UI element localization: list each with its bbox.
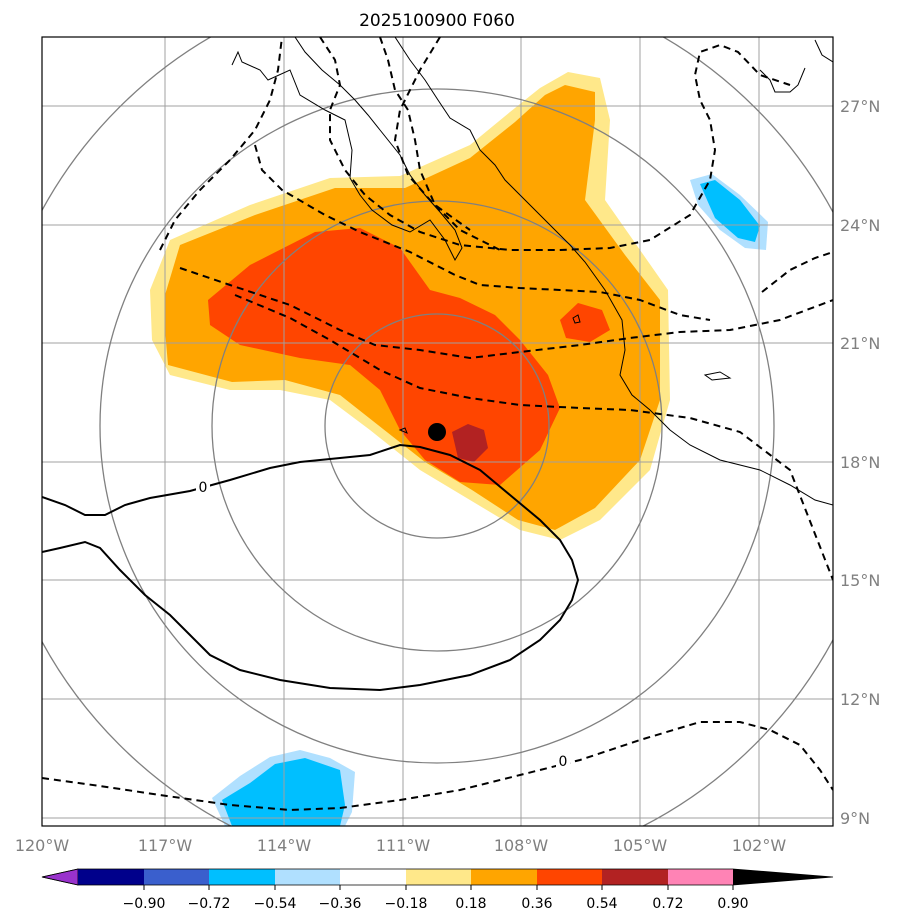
colorbar-tick-4: −0.36: [319, 896, 362, 912]
contour-label-zero-north: 0: [199, 480, 208, 496]
colorbar-tick-3: −0.54: [254, 896, 297, 912]
shade-positive-072: [452, 424, 488, 462]
colorbar-bin-10: [668, 869, 733, 885]
colorbar-bin-8: [537, 869, 602, 885]
colorbar-bin-3: [209, 869, 275, 885]
negative-contours: [42, 37, 833, 812]
coastline: [231, 37, 833, 506]
figure-title: 2025100900 F060: [359, 11, 515, 31]
contour-label-zero-south: 0: [559, 754, 568, 770]
lat-label-15: 15°N: [840, 571, 880, 590]
map-frame: [41, 36, 834, 827]
lon-label-117: 117°W: [138, 836, 193, 855]
lon-label-108: 108°W: [494, 836, 549, 855]
colorbar-tick-6: 0.18: [455, 896, 486, 912]
range-rings: [42, 37, 833, 826]
colorbar-tick-2: −0.72: [188, 896, 231, 912]
colorbar-bin-7: [471, 869, 537, 885]
lon-label-120: 120°W: [15, 836, 70, 855]
colorbar-tick-1: −0.90: [123, 896, 166, 912]
shade-positive-054b: [560, 303, 610, 342]
lat-label-9: 9°N: [840, 809, 870, 828]
contour-label-bg-south: [556, 754, 570, 768]
colorbar-tick-8: 0.54: [586, 896, 617, 912]
lon-label-114: 114°W: [257, 836, 312, 855]
lat-label-21: 21°N: [840, 334, 880, 353]
map-area: 0 0: [42, 37, 833, 826]
contour-label-bg-north: [196, 480, 210, 494]
colorbar-bin-2: [144, 869, 209, 885]
colorbar-bin-6: [406, 869, 471, 885]
colorbar-tick-9: 0.72: [652, 896, 683, 912]
lat-label-27: 27°N: [840, 97, 880, 116]
lat-label-24: 24°N: [840, 216, 880, 235]
colorbar-outline: [41, 868, 834, 886]
colorbar-bin-5: [340, 869, 406, 885]
colorbar-tick-5: −0.18: [385, 896, 428, 912]
shade-negative-036-ne: [700, 180, 760, 242]
lon-label-105: 105°W: [613, 836, 668, 855]
colorbar-extend-low: [41, 868, 79, 886]
longitude-labels: 120°W 117°W 114°W 111°W 108°W 105°W 102°…: [15, 836, 787, 855]
colorbar-bin-1: [78, 869, 144, 885]
colorbar-bin-4: [275, 869, 340, 885]
latitude-labels: 27°N 24°N 21°N 18°N 15°N 12°N 9°N: [840, 97, 880, 828]
colorbar-bin-9: [602, 869, 668, 885]
lat-label-12: 12°N: [840, 690, 880, 709]
shade-positive-054: [208, 228, 560, 485]
lon-label-102: 102°W: [732, 836, 787, 855]
colorbar-tick-10: 0.90: [717, 896, 748, 912]
storm-center-marker: [428, 423, 446, 441]
colorbar: −0.90 −0.72 −0.54 −0.36 −0.18 0.18 0.36 …: [41, 868, 834, 912]
lat-label-18: 18°N: [840, 453, 880, 472]
colorbar-extend-high: [733, 869, 833, 885]
lon-label-111: 111°W: [376, 836, 431, 855]
colorbar-tick-7: 0.36: [521, 896, 552, 912]
